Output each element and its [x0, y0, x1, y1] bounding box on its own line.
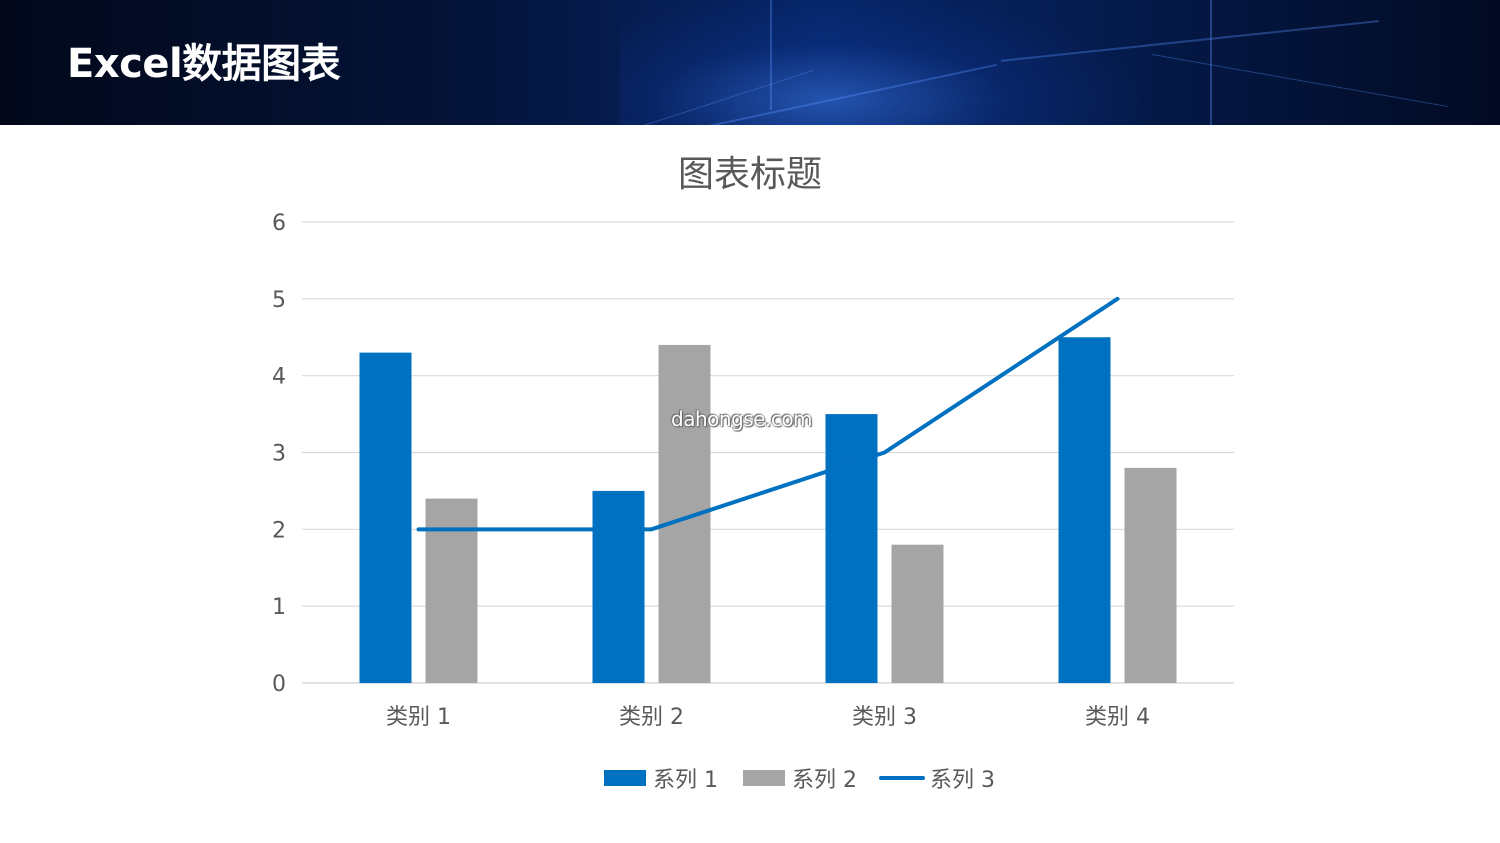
chart-title: 图表标题: [678, 154, 822, 195]
bar-2-4: [1124, 467, 1177, 683]
y-tick-label: 4: [272, 365, 286, 390]
legend-swatch: [743, 770, 785, 786]
banner-decor-line: [770, 0, 772, 110]
page-title: Excel数据图表: [67, 41, 341, 87]
bar-2-1: [425, 498, 478, 683]
y-tick-label: 0: [272, 672, 286, 697]
bar-1-1: [359, 352, 412, 683]
banner-decor-line: [1210, 0, 1212, 125]
x-tick-label: 类别 4: [1085, 705, 1150, 730]
banner-glow: [620, 0, 1140, 125]
legend: 系列 1 系列 2 系列 3: [604, 768, 995, 793]
x-tick-label: 类别 3: [852, 705, 917, 730]
watermark-text: dahongse.com: [671, 407, 813, 431]
y-tick-label: 6: [272, 211, 286, 236]
y-tick-label: 1: [272, 595, 286, 620]
bar-1-2: [592, 490, 645, 683]
line-series: [416, 296, 1120, 532]
y-tick-label: 5: [272, 288, 286, 313]
bar-1-3: [825, 414, 878, 683]
line-series-1: [416, 296, 1120, 532]
bars: [359, 337, 1177, 683]
y-tick-label: 3: [272, 442, 286, 467]
x-tick-label: 类别 2: [619, 705, 684, 730]
legend-swatch: [604, 770, 646, 786]
y-tick-label: 2: [272, 518, 286, 543]
header-banner: Excel数据图表: [0, 0, 1500, 125]
legend-label: 系列 2: [792, 768, 857, 793]
y-axis-ticks: 0 1 2 3 4 5 6: [272, 211, 286, 697]
x-axis-labels: 类别 1 类别 2 类别 3 类别 4: [386, 705, 1150, 730]
x-tick-label: 类别 1: [386, 705, 451, 730]
legend-label: 系列 3: [930, 768, 995, 793]
bar-1-4: [1058, 337, 1111, 683]
bar-2-3: [891, 544, 944, 683]
legend-label: 系列 1: [653, 768, 718, 793]
